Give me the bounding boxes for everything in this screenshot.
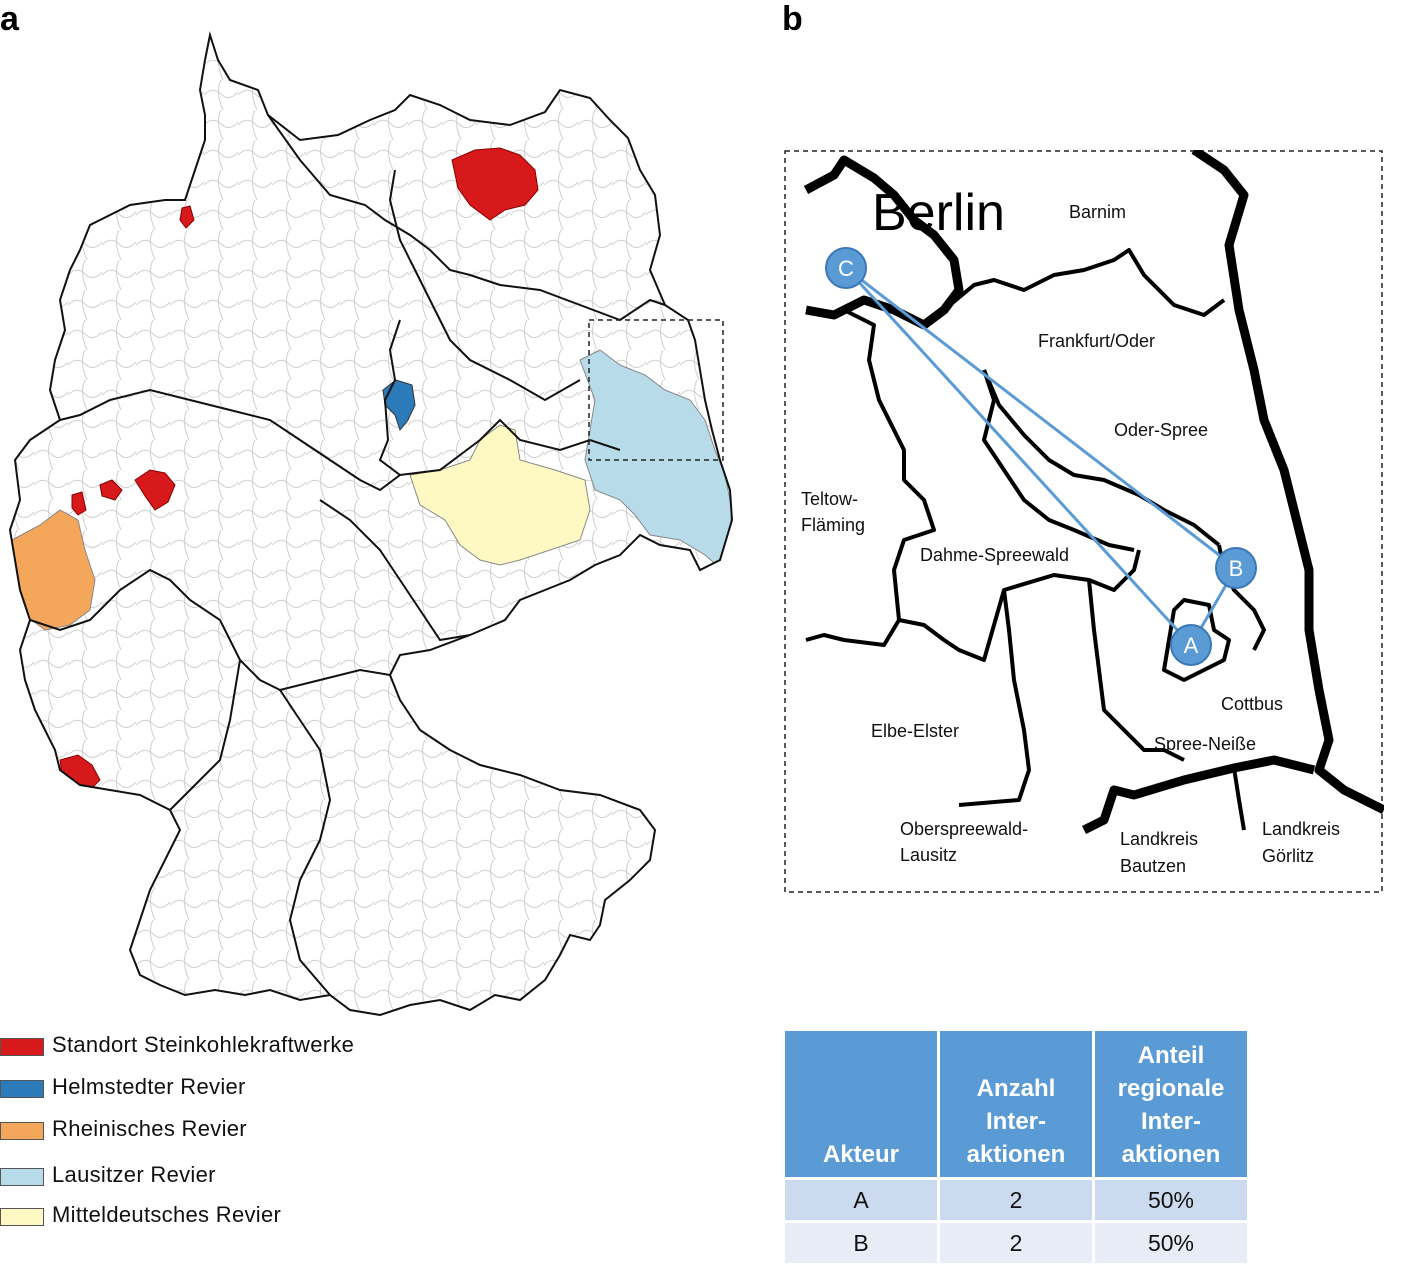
place-cottbus: Cottbus (1221, 694, 1283, 714)
place-bautzen-2: Bautzen (1120, 856, 1186, 876)
actor-c: C (825, 247, 867, 289)
header-anteil-regionale-interaktionen: Anteil regionale Inter- aktionen (1092, 1028, 1250, 1180)
place-barnim: Barnim (1069, 202, 1126, 222)
legend-swatch-helmstedt (0, 1080, 44, 1098)
place-bautzen-1: Landkreis (1120, 829, 1198, 849)
legend-swatch-mitteldeutsch (0, 1208, 44, 1226)
panel-label-a: a (0, 0, 19, 38)
cell-share: 50% (1092, 1177, 1250, 1223)
actor-c-label: C (838, 256, 854, 281)
legend-swatch-steinkohle (0, 1038, 44, 1056)
panel-label-b: b (782, 0, 803, 38)
place-frankfurt-oder: Frankfurt/Oder (1038, 331, 1155, 351)
lausitz-inset-map: C B A Berlin Barnim Frankfurt/Oder Oder-… (784, 150, 1384, 893)
actor-a-label: A (1184, 633, 1199, 658)
inset-frame (784, 150, 1383, 893)
power-plant-ruhr-1 (134, 469, 176, 511)
legend-label: Mitteldeutsches Revier (52, 1202, 282, 1227)
place-spree-neisse: Spree-Neiße (1154, 734, 1256, 754)
germany-map (8, 31, 734, 1017)
legend-swatch-rheinisch (0, 1122, 44, 1140)
place-oberspreewald-1: Oberspreewald- (900, 819, 1028, 839)
place-elbe-elster: Elbe-Elster (871, 721, 959, 741)
power-plant-north (179, 205, 195, 229)
legend-label: Lausitzer Revier (52, 1162, 216, 1187)
cell-share: 50% (1092, 1220, 1250, 1266)
header-akteur: Akteur (782, 1028, 940, 1180)
place-goerlitz-2: Görlitz (1262, 846, 1314, 866)
power-plant-ruhr-2 (99, 479, 123, 501)
power-plant-ruhr-3 (71, 491, 87, 516)
place-teltow-2: Fläming (801, 515, 865, 535)
interaction-table: Akteur Anzahl Inter- aktionen Anteil reg… (782, 1028, 1250, 1266)
inset-borders (803, 150, 1384, 835)
place-oberspreewald-2: Lausitz (900, 845, 957, 865)
table-row: B 2 50% (782, 1220, 1250, 1266)
place-teltow-1: Teltow- (801, 489, 858, 509)
cell-actor: A (782, 1177, 940, 1223)
interaction-line-c-a (844, 266, 1193, 647)
state-borders (8, 31, 734, 1017)
header-anzahl-interaktionen: Anzahl Inter- aktionen (937, 1028, 1095, 1180)
power-plant-rostock (451, 147, 539, 221)
place-oder-spree: Oder-Spree (1114, 420, 1208, 440)
actor-b: B (1215, 547, 1257, 589)
place-berlin: Berlin (872, 184, 1005, 242)
interaction-line-c-b (845, 266, 1237, 570)
place-goerlitz-1: Landkreis (1262, 819, 1340, 839)
cell-count: 2 (937, 1220, 1095, 1266)
helmstedter-revier-region (382, 379, 416, 432)
legend-label: Helmstedter Revier (52, 1074, 246, 1099)
legend-swatch-lausitz (0, 1168, 44, 1186)
inset-extent-box (588, 319, 724, 461)
actor-a: A (1170, 624, 1212, 666)
actor-b-label: B (1229, 556, 1244, 581)
table-row: A 2 50% (782, 1177, 1250, 1223)
table-header-row: Akteur Anzahl Inter- aktionen Anteil reg… (782, 1028, 1250, 1180)
legend-label: Standort Steinkohlekraftwerke (52, 1032, 355, 1057)
place-dahme-spreewald: Dahme-Spreewald (920, 545, 1069, 565)
cell-count: 2 (937, 1177, 1095, 1223)
cell-actor: B (782, 1220, 940, 1266)
legend-label: Rheinisches Revier (52, 1116, 247, 1141)
